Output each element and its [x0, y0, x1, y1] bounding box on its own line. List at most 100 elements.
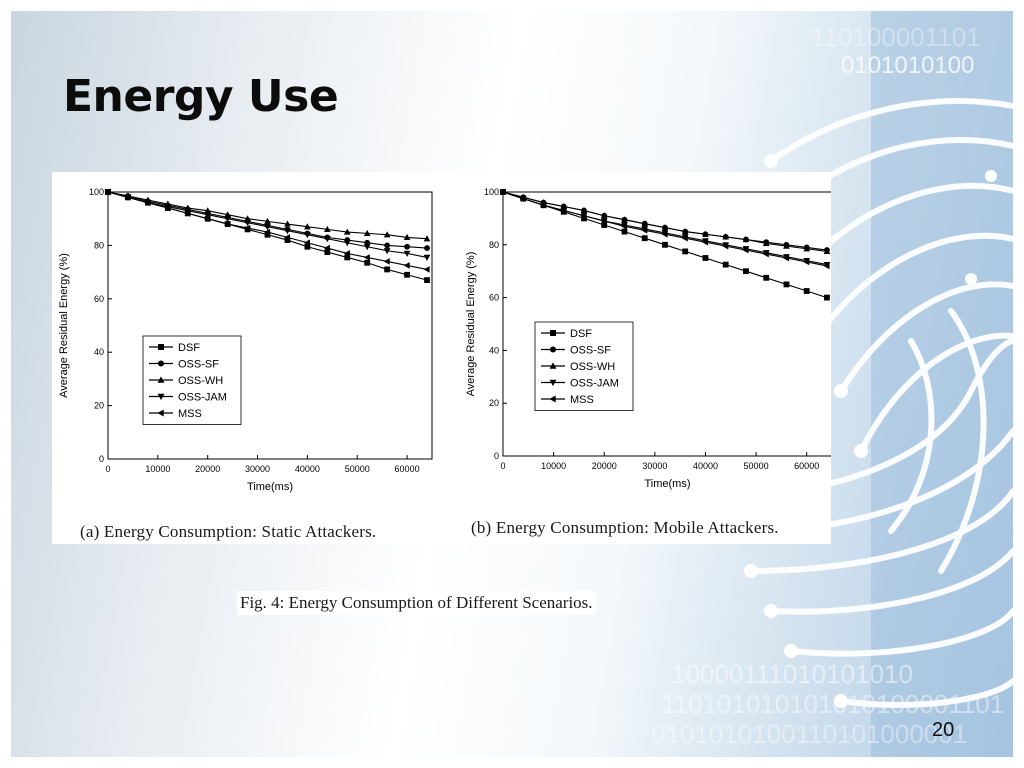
caption-static-attackers: (a) Energy Consumption: Static Attackers… [80, 522, 377, 541]
data-point-oss-wh [323, 225, 331, 232]
data-point-mss [762, 250, 769, 258]
plot-frame [502, 191, 831, 457]
data-point-oss-jam [264, 224, 271, 231]
data-point-oss-wh [742, 236, 750, 243]
legend-marker [549, 362, 557, 369]
data-point-mss [742, 246, 749, 254]
data-point-dsf [722, 261, 729, 268]
data-point-mss [540, 201, 547, 209]
legend-marker [157, 409, 164, 417]
y-tick-label: 40 [94, 347, 104, 357]
data-point-dsf [304, 243, 311, 250]
data-point-mss [124, 194, 131, 201]
data-point-mss [641, 226, 648, 234]
legend-marker [157, 376, 165, 383]
figure-panel: 0 10000 20000 30000 40000 50000 60000 0 20 40 60 80… [52, 172, 831, 544]
chart-mobile-attackers: 0 10000 20000 30000 40000 50000 60000 0 20 40 60 80… [465, 187, 831, 490]
data-point-dsf [621, 228, 628, 235]
x-tick-label: 40000 [295, 464, 320, 474]
data-point-mss [722, 242, 729, 250]
legend-entry: DSF [570, 328, 592, 340]
data-point-oss-jam [184, 208, 192, 215]
data-point-oss-jam [403, 250, 411, 257]
data-point-oss-wh [204, 207, 212, 214]
data-point-oss-wh [383, 231, 391, 238]
data-point-dsf [344, 254, 351, 261]
slide-number: 20 [932, 719, 955, 741]
data-point-oss-sf [404, 243, 410, 250]
data-point-oss-jam [423, 254, 431, 261]
data-point-dsf [404, 271, 410, 278]
y-tick-label: 80 [489, 240, 499, 250]
data-point-mss [144, 199, 151, 207]
legend-entry: MSS [178, 408, 202, 420]
data-point-mss [681, 234, 688, 242]
data-point-oss-wh [621, 216, 628, 223]
data-point-oss-jam [383, 248, 391, 255]
data-point-mss [164, 204, 171, 212]
data-point-oss-wh [783, 242, 790, 249]
y-axis-label: Average Residual Energy (%) [465, 252, 477, 397]
y-tick-label: 100 [484, 187, 499, 197]
data-point-oss-sf [424, 245, 430, 251]
data-point-oss-wh [580, 207, 588, 214]
data-point-oss-jam [204, 212, 212, 219]
data-point-mss [499, 188, 506, 196]
data-point-mss [823, 262, 830, 270]
legend-marker [549, 395, 556, 403]
data-point-dsf [284, 237, 291, 243]
data-point-mss [323, 244, 330, 252]
data-point-oss-jam [284, 228, 291, 235]
data-point-oss-wh [762, 240, 770, 247]
data-point-mss [620, 222, 628, 230]
data-point-oss-wh [403, 233, 411, 240]
plot-frame [107, 191, 433, 460]
x-tick-label: 40000 [693, 461, 718, 471]
slide-title: Energy Use [63, 71, 339, 122]
data-point-oss-wh [722, 233, 730, 240]
data-point-dsf [682, 248, 689, 255]
y-tick-label: 0 [494, 451, 499, 461]
legend-entry: OSS-WH [178, 375, 223, 387]
data-point-mss [303, 239, 310, 247]
data-point-oss-jam [363, 244, 371, 251]
x-axis-label: Time(ms) [644, 478, 690, 490]
x-tick-label: 10000 [541, 461, 566, 471]
x-tick-label: 60000 [794, 461, 819, 471]
data-point-dsf [601, 222, 608, 228]
legend-marker [550, 330, 556, 336]
data-point-oss-wh [641, 220, 649, 227]
x-tick-label: 30000 [642, 461, 667, 471]
data-point-mss [519, 195, 526, 202]
legend-entry: OSS-SF [178, 359, 219, 371]
data-point-oss-wh [423, 235, 431, 242]
data-point-dsf [424, 277, 430, 284]
y-tick-label: 40 [489, 345, 499, 355]
data-point-oss-wh [803, 245, 811, 252]
legend-entry: OSS-JAM [178, 392, 227, 404]
data-point-mss [423, 266, 430, 273]
x-tick-label: 20000 [592, 461, 617, 471]
data-point-oss-wh [343, 228, 351, 235]
data-point-oss-wh [304, 223, 311, 230]
data-point-oss-wh [702, 230, 709, 237]
data-point-dsf [364, 259, 371, 266]
data-point-mss [661, 230, 668, 238]
data-point-dsf [264, 231, 271, 238]
x-tick-label: 20000 [195, 464, 220, 474]
slide: 110100001101 0101010100 1000011101010101… [11, 11, 1013, 757]
data-point-mss [343, 250, 350, 257]
x-tick-label: 10000 [145, 464, 170, 474]
data-point-mss [403, 262, 410, 269]
data-point-mss [580, 212, 587, 220]
x-tick-label: 60000 [395, 464, 420, 474]
data-point-dsf [763, 274, 770, 281]
data-point-mss [244, 224, 251, 232]
data-point-oss-wh [244, 215, 251, 222]
data-point-dsf [641, 235, 648, 242]
legend-marker [157, 393, 165, 401]
legend-entry: DSF [178, 342, 200, 354]
data-point-mss [363, 254, 370, 261]
data-point-oss-jam [244, 220, 251, 227]
legend-marker [158, 360, 164, 367]
